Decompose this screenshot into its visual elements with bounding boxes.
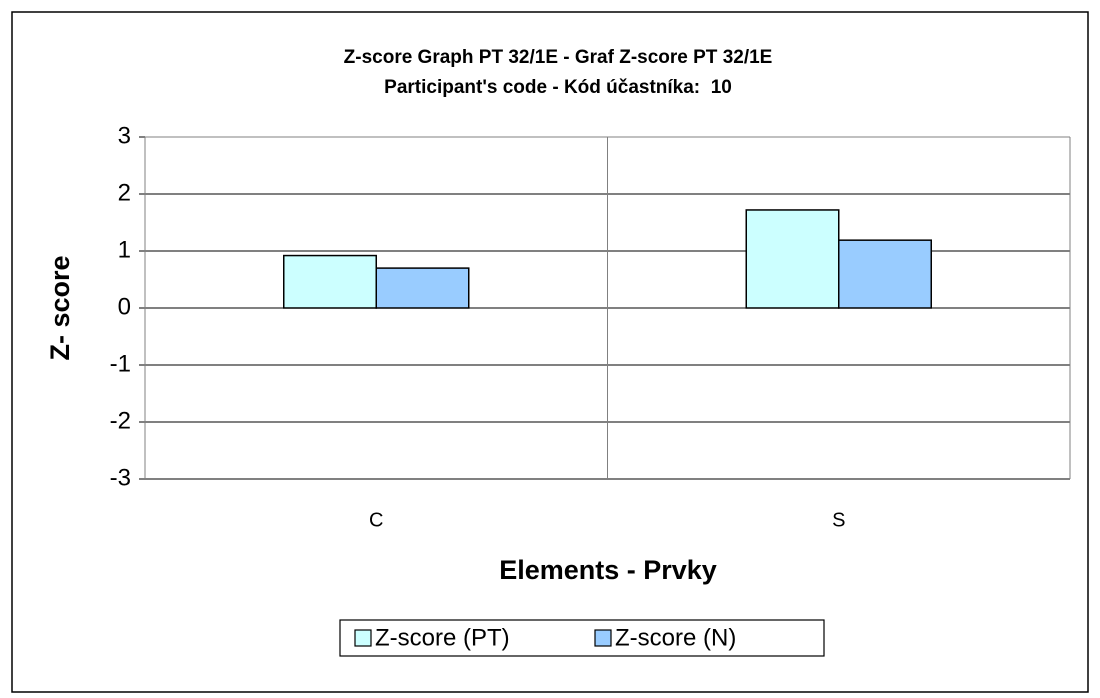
bar (838, 239, 932, 309)
y-tick-label: 3 (118, 122, 131, 149)
y-tick-label: -2 (110, 407, 131, 434)
legend-box (339, 619, 825, 657)
chart-subtitle: Participant's code - Kód účastníka: 10 (384, 77, 732, 98)
bar (283, 254, 377, 309)
y-tick-label: -3 (110, 464, 131, 491)
x-axis-label: Elements - Prvky (499, 555, 717, 585)
legend-label: Z-score (N) (615, 624, 736, 651)
y-tick-label: 0 (118, 293, 131, 320)
y-tick-label: 1 (118, 236, 131, 263)
legend-label: Z-score (PT) (375, 624, 510, 651)
chart-frame (11, 11, 1089, 693)
legend-swatch (354, 629, 372, 647)
bar (375, 267, 470, 309)
bar (745, 209, 840, 309)
legend-swatch (594, 629, 612, 647)
y-axis-label: Z- score (45, 255, 75, 360)
y-tick-label: -1 (110, 350, 131, 377)
x-tick-label: C (369, 509, 383, 531)
chart-title: Z-score Graph PT 32/1E - Graf Z-score PT… (344, 47, 773, 68)
y-tick-label: 2 (118, 179, 131, 206)
x-tick-label: S (832, 509, 845, 531)
